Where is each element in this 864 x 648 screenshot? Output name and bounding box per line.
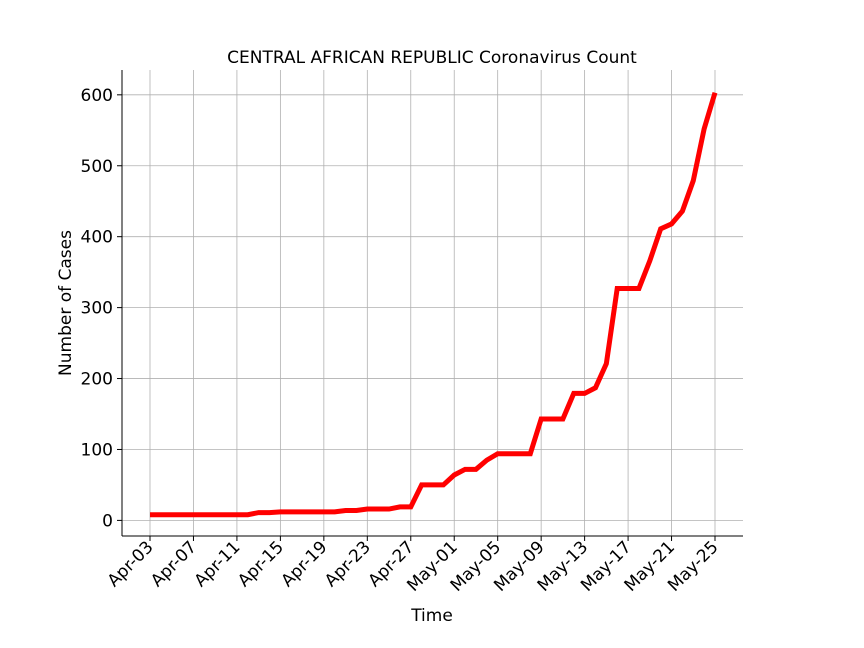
- y-ticks: 0 100 200 300 400 500 600: [81, 86, 122, 531]
- y-tick-label: 200: [81, 370, 113, 390]
- data-layer: [150, 91, 718, 518]
- x-gridlines: [149, 70, 716, 536]
- x-axis-label: Time: [410, 606, 453, 626]
- x-tick-label: Apr-23: [321, 537, 375, 591]
- x-ticks: Apr-03Apr-07Apr-11Apr-15Apr-19Apr-23Apr-…: [104, 536, 723, 596]
- chart-title: CENTRAL AFRICAN REPUBLIC Coronavirus Cou…: [227, 48, 637, 68]
- x-tick-label: Apr-11: [191, 537, 245, 591]
- x-tick-label: Apr-19: [278, 537, 332, 591]
- x-tick-label: Apr-07: [147, 537, 201, 591]
- y-tick-label: 500: [81, 157, 113, 177]
- y-tick-label: 300: [81, 299, 113, 319]
- series-line: [150, 91, 718, 518]
- y-tick-label: 600: [81, 86, 113, 106]
- y-gridlines: [122, 94, 743, 521]
- x-tick-label: Apr-15: [234, 537, 288, 591]
- y-axis-label: Number of Cases: [56, 230, 76, 376]
- y-tick-label: 0: [102, 511, 113, 531]
- y-tick-label: 400: [81, 228, 113, 248]
- x-tick-label: Apr-03: [104, 537, 158, 591]
- y-tick-label: 100: [81, 440, 113, 460]
